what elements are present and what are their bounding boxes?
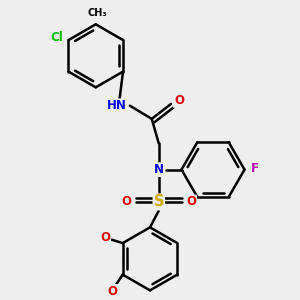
Text: CH₃: CH₃: [88, 8, 107, 18]
Text: N: N: [154, 163, 164, 176]
Text: O: O: [186, 196, 196, 208]
Text: Cl: Cl: [51, 31, 64, 44]
Text: O: O: [122, 196, 131, 208]
Text: O: O: [107, 285, 117, 298]
Text: O: O: [174, 94, 184, 107]
Text: HN: HN: [107, 99, 127, 112]
Text: S: S: [154, 194, 164, 209]
Text: O: O: [100, 231, 110, 244]
Text: F: F: [251, 162, 259, 175]
